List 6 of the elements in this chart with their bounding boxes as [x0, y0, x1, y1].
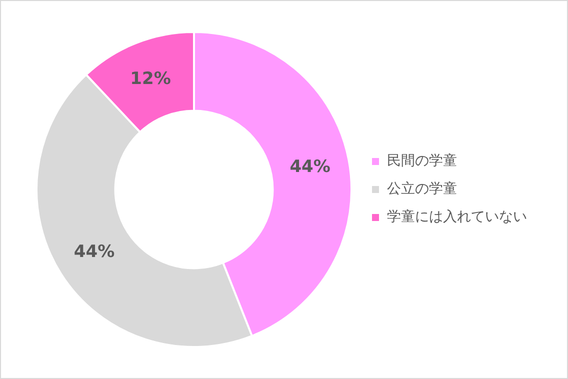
data-label: 12%: [130, 69, 171, 90]
legend-label: 公立の学童: [387, 181, 457, 198]
legend-label: 民間の学童: [387, 153, 457, 170]
data-label: 44%: [74, 242, 115, 262]
legend-label: 学童には入れていない: [387, 209, 527, 226]
data-label: 44%: [290, 156, 330, 177]
